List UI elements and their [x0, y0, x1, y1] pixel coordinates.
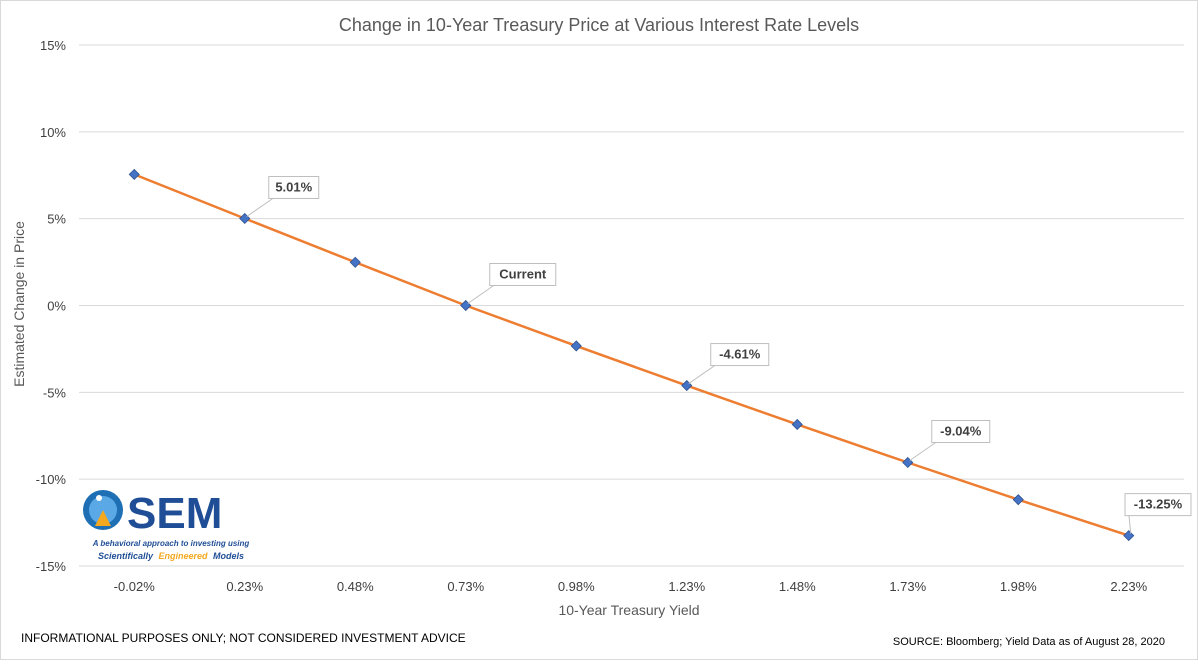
y-tick-label: 15% — [40, 38, 66, 53]
y-axis-label: Estimated Change in Price — [11, 221, 27, 387]
data-point — [128, 168, 140, 180]
data-point — [570, 340, 582, 352]
x-tick-label: 1.73% — [889, 579, 926, 594]
y-tick-label: 0% — [47, 299, 66, 314]
x-tick-label: 0.23% — [226, 579, 263, 594]
callout-label: -13.25% — [1134, 497, 1183, 512]
callout-leader — [1128, 515, 1132, 534]
callout-leader — [467, 285, 495, 304]
x-tick-label: 0.48% — [337, 579, 374, 594]
callout-box — [489, 263, 557, 286]
callout-label: 5.01% — [275, 179, 312, 194]
footer-disclaimer: INFORMATIONAL PURPOSES ONLY; NOT CONSIDE… — [21, 631, 466, 645]
x-tick-label: 1.98% — [1000, 579, 1037, 594]
callout-box — [1124, 493, 1192, 517]
callout-label: -4.61% — [719, 347, 761, 362]
x-axis-label: 10-Year Treasury Yield — [558, 602, 699, 618]
y-tick-labels: 15% 10% 5% 0% -5% -10% -15% — [36, 38, 67, 574]
x-tick-label: 0.73% — [447, 579, 484, 594]
x-tick-labels: -0.02% 0.23% 0.48% 0.73% 0.98% 1.23% 1.48% 1.73… — [114, 579, 1148, 594]
data-point — [349, 256, 361, 268]
x-tick-label: -0.02% — [114, 579, 156, 594]
callout-box — [268, 175, 320, 199]
series-line — [133, 173, 1130, 537]
callout-box — [710, 343, 770, 367]
y-tick-label: 10% — [40, 125, 66, 140]
data-callouts: 5.01% Current -4.61% -9.04% -13.25% — [246, 175, 1192, 534]
y-tick-label: -5% — [43, 385, 67, 400]
x-tick-label: 1.48% — [779, 579, 816, 594]
y-tick-label: -15% — [36, 559, 67, 574]
logo-tagline: A behavioral approach to investing using — [92, 539, 250, 548]
logo-wordmark: SEM — [127, 489, 222, 538]
callout-box — [931, 419, 991, 443]
y-tick-label: -10% — [36, 472, 67, 487]
x-tick-label: 0.98% — [558, 579, 595, 594]
x-tick-label: 2.23% — [1110, 579, 1147, 594]
sem-logo: SEM A behavioral approach to investing u… — [83, 489, 250, 561]
callout-label: -9.04% — [940, 423, 982, 438]
gridlines — [79, 44, 1184, 567]
callout-leader — [688, 365, 716, 384]
y-tick-label: 5% — [47, 212, 66, 227]
footer-source: SOURCE: Bloomberg; Yield Data as of Augu… — [892, 636, 1165, 648]
callout-leader — [246, 198, 274, 217]
callout-leader — [909, 442, 937, 461]
chart-title: Change in 10-Year Treasury Price at Vari… — [339, 15, 859, 35]
callout-label: Current — [499, 267, 547, 282]
data-point — [1012, 494, 1024, 506]
x-tick-label: 1.23% — [668, 579, 705, 594]
series-polyline — [133, 173, 1130, 537]
data-point — [791, 418, 803, 431]
data-markers — [128, 168, 1135, 542]
logo-figure-icon — [96, 495, 102, 501]
data-point — [1123, 530, 1135, 542]
logo-cone-icon — [95, 510, 111, 526]
logo-words: Scientifically Engineered Models — [98, 551, 244, 561]
